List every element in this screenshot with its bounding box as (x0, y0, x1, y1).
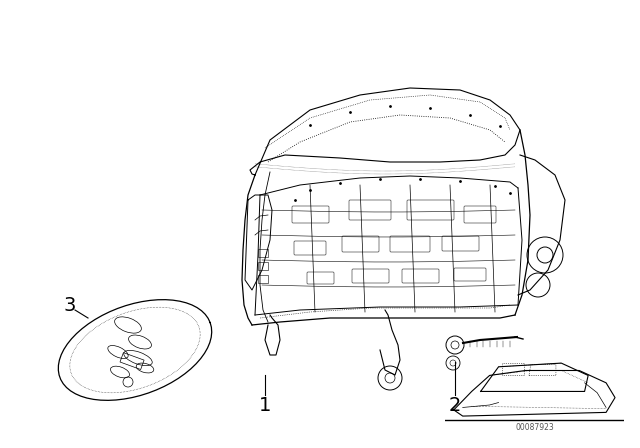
Bar (258, 262, 268, 270)
Bar (258, 249, 268, 257)
Bar (120, 353, 144, 370)
Text: 3: 3 (64, 296, 76, 314)
Text: 1: 1 (259, 396, 271, 414)
Bar (258, 275, 268, 283)
Text: 2: 2 (449, 396, 461, 414)
Text: 00087923: 00087923 (515, 423, 554, 432)
